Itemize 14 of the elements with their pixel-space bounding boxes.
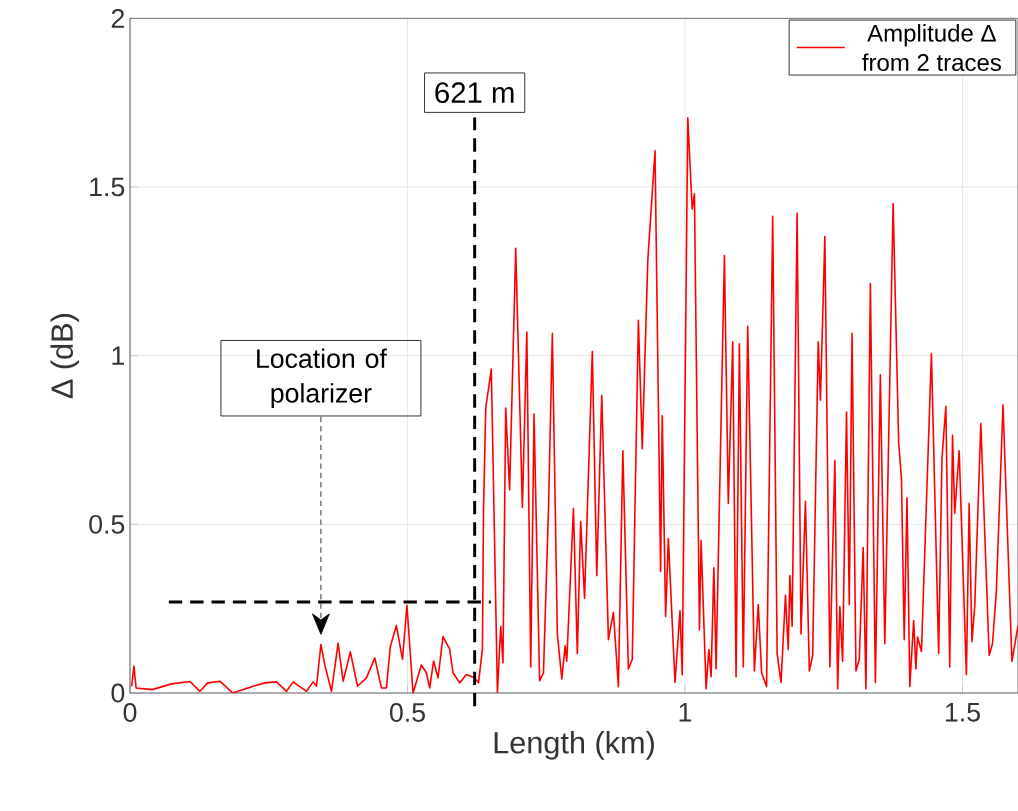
y-tick-label: 1 <box>112 346 124 365</box>
x-tick-label: 0.5 <box>390 703 425 722</box>
ref-line-label: 621 m <box>435 82 514 104</box>
x-tick-label: 0 <box>123 703 137 722</box>
y-tick-label: 0 <box>111 683 125 703</box>
y-tick-label: 2 <box>111 9 124 28</box>
annotation: Location of polarizer <box>257 348 387 408</box>
y-tick-label: 1.5 <box>90 177 125 197</box>
x-tick-label: 1.5 <box>946 703 980 722</box>
legend-label: Amplitude Δ from 2 traces <box>862 24 1001 72</box>
y-tick-label: 0.5 <box>89 514 125 534</box>
y-axis-title: Δ (dB) <box>50 314 80 399</box>
x-axis-title: Length (km) <box>494 731 654 760</box>
x-tick-label: 1 <box>679 703 692 722</box>
